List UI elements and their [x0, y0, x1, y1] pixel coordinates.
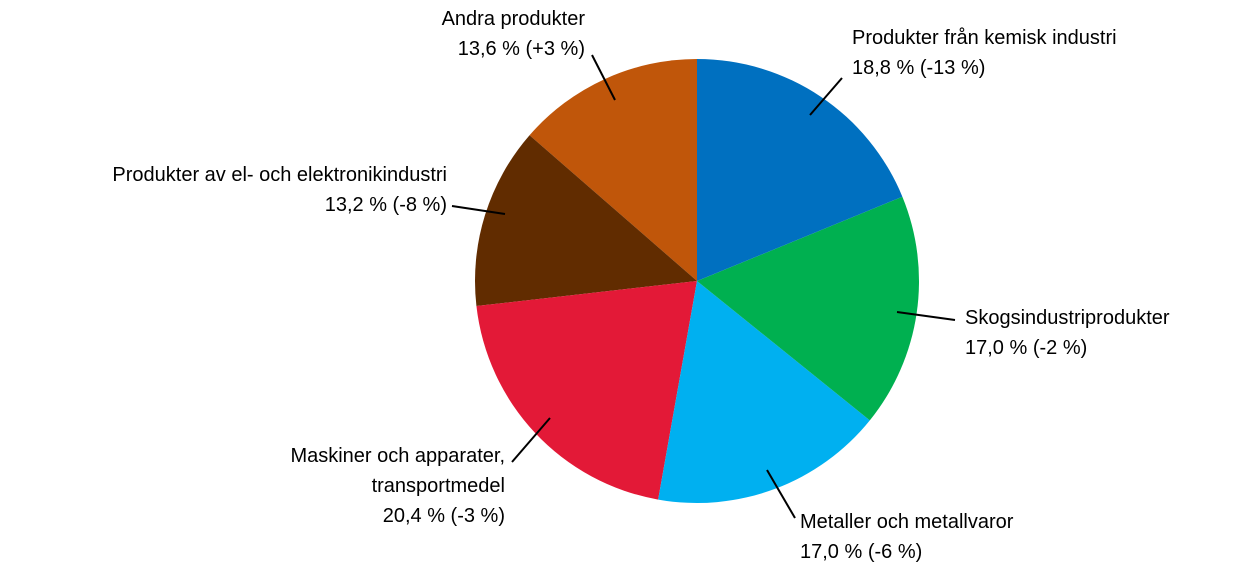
- leader-line: [809, 77, 843, 116]
- category-label: Andra produkter: [441, 8, 585, 30]
- pie-slice: [476, 281, 697, 500]
- leader-line: [766, 469, 796, 519]
- pie-slice: [697, 59, 903, 281]
- category-label: Maskiner och apparater, transportmedel: [290, 445, 505, 497]
- slice-label: Produkter från kemisk industri 18,8 % (-1…: [852, 23, 1117, 83]
- category-label: Produkter av el- och elektronikindustri: [112, 164, 447, 186]
- leader-line: [591, 54, 616, 101]
- slice-label: Produkter av el- och elektronikindustri 1…: [112, 160, 447, 220]
- value-label: 13,6 % (+3 %): [457, 38, 585, 60]
- category-label: Skogsindustriprodukter: [965, 307, 1170, 329]
- category-label: Metaller och metallvaror: [800, 511, 1014, 533]
- leader-line: [511, 417, 551, 463]
- leader-line: [451, 205, 506, 215]
- pie-slice: [529, 59, 697, 281]
- category-label: Produkter från kemisk industri: [852, 27, 1117, 49]
- slice-label: Maskiner och apparater, transportmedel 20…: [205, 441, 505, 531]
- value-label: 17,0 % (-2 %): [965, 337, 1088, 359]
- pie-slice: [697, 196, 919, 421]
- slice-label: Metaller och metallvaror 17,0 % (-6 %): [800, 507, 1013, 563]
- leader-line: [896, 311, 956, 321]
- pie-slice: [475, 135, 697, 307]
- value-label: 17,0 % (-6 %): [800, 541, 923, 563]
- slice-label: Andra produkter 13,6 % (+3 %): [442, 4, 585, 64]
- pie-slice: [658, 281, 870, 503]
- value-label: 18,8 % (-13 %): [852, 57, 986, 79]
- value-label: 20,4 % (-3 %): [382, 505, 505, 527]
- slice-label: Skogsindustriprodukter 17,0 % (-2 %): [965, 303, 1170, 363]
- value-label: 13,2 % (-8 %): [324, 194, 447, 216]
